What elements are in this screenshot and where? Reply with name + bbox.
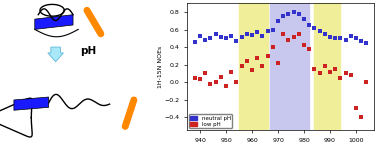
Point bbox=[249, 69, 255, 71]
Point bbox=[301, 44, 307, 46]
Point bbox=[254, 31, 260, 33]
Point bbox=[223, 37, 229, 40]
Point bbox=[202, 72, 208, 75]
Point bbox=[353, 107, 359, 109]
Point bbox=[259, 35, 265, 37]
Point bbox=[358, 40, 364, 42]
Point bbox=[358, 116, 364, 118]
Polygon shape bbox=[35, 15, 73, 29]
Point bbox=[285, 13, 291, 15]
Bar bbox=[270, 3, 309, 130]
Point bbox=[218, 76, 224, 78]
Point bbox=[275, 20, 281, 22]
Point bbox=[223, 85, 229, 88]
Point bbox=[311, 27, 318, 29]
Y-axis label: 1H-15N NOEs: 1H-15N NOEs bbox=[158, 46, 163, 88]
Point bbox=[239, 65, 245, 67]
Point bbox=[301, 18, 307, 20]
Point bbox=[363, 81, 369, 83]
Point bbox=[197, 78, 203, 81]
Point bbox=[291, 35, 297, 38]
Point bbox=[197, 35, 203, 37]
Point bbox=[218, 35, 224, 38]
Point bbox=[265, 30, 271, 32]
Point bbox=[322, 65, 328, 67]
Point bbox=[342, 39, 349, 41]
Point bbox=[338, 76, 344, 79]
Point bbox=[296, 13, 302, 15]
FancyArrow shape bbox=[48, 47, 64, 62]
Point bbox=[244, 60, 250, 62]
Point bbox=[353, 37, 359, 40]
Point bbox=[280, 33, 286, 35]
Point bbox=[317, 72, 323, 75]
Bar bbox=[239, 3, 268, 130]
Point bbox=[270, 46, 276, 48]
Legend: neutral pH, low pH: neutral pH, low pH bbox=[189, 114, 232, 128]
Point bbox=[306, 24, 312, 26]
Point bbox=[270, 28, 276, 31]
Point bbox=[291, 11, 297, 13]
Point bbox=[254, 56, 260, 59]
Point bbox=[249, 34, 255, 36]
Point bbox=[192, 41, 198, 43]
Point bbox=[213, 81, 219, 83]
Point bbox=[208, 83, 214, 85]
Point bbox=[265, 55, 271, 57]
Point bbox=[234, 40, 240, 42]
Point bbox=[228, 35, 234, 37]
Point bbox=[327, 70, 333, 73]
Point bbox=[280, 15, 286, 18]
Point bbox=[259, 65, 265, 67]
Point bbox=[306, 48, 312, 50]
Point bbox=[342, 72, 349, 75]
Bar bbox=[314, 3, 341, 130]
Point bbox=[234, 81, 240, 83]
Text: pH: pH bbox=[80, 46, 96, 56]
Point bbox=[244, 33, 250, 35]
Point bbox=[317, 30, 323, 32]
Point bbox=[322, 33, 328, 35]
Point bbox=[285, 39, 291, 41]
Point bbox=[213, 33, 219, 35]
Point bbox=[228, 70, 234, 73]
Point bbox=[348, 35, 354, 37]
Point bbox=[348, 74, 354, 76]
Polygon shape bbox=[14, 97, 49, 110]
Point bbox=[338, 37, 344, 40]
Point bbox=[332, 68, 338, 70]
Point bbox=[363, 42, 369, 44]
Point bbox=[208, 37, 214, 40]
Point bbox=[311, 68, 318, 70]
Point bbox=[327, 35, 333, 38]
Point bbox=[192, 76, 198, 79]
Point bbox=[275, 62, 281, 64]
Point bbox=[296, 33, 302, 35]
Point bbox=[239, 35, 245, 38]
Point bbox=[202, 39, 208, 41]
Point bbox=[332, 37, 338, 40]
